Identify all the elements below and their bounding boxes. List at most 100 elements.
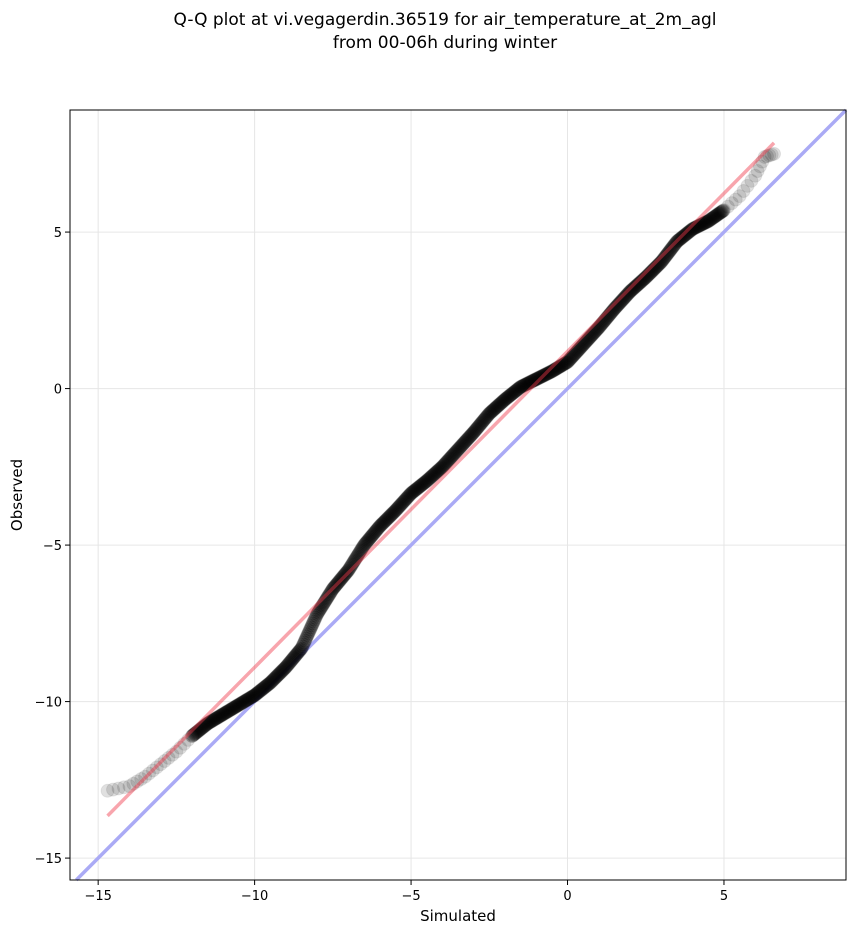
qq-point [226,700,241,715]
qq-point [464,427,479,442]
qq-point [666,238,681,253]
qq-point [258,679,273,694]
qq-point [225,701,240,716]
fit-line-group [106,141,776,818]
qq-point [592,319,607,334]
qq-point [683,224,698,239]
qq-point [352,545,367,560]
qq-point [265,673,280,688]
qq-point [284,653,299,668]
qq-point [145,763,160,778]
qq-point [343,560,358,575]
qq-point [327,579,342,594]
qq-point [455,437,470,452]
qq-point [704,211,719,226]
qq-point [283,654,298,669]
qq-point [336,569,351,584]
qq-point [767,146,782,161]
qq-point [443,451,458,466]
qq-point [713,205,728,220]
qq-point [522,375,537,390]
qq-point [208,711,223,726]
qq-point [536,368,551,383]
qq-point [477,412,492,427]
qq-point [447,446,462,461]
qq-point [575,338,590,353]
qq-point [755,154,770,169]
qq-point [479,409,494,424]
qq-point [287,649,302,664]
qq-point [499,391,514,406]
qq-point [360,533,375,548]
qq-point [187,726,202,741]
qq-point [358,535,373,550]
qq-point [457,434,472,449]
qq-point [392,498,407,513]
qq-point [472,418,487,433]
qq-point [526,373,541,388]
qq-point [577,335,592,350]
qq-point [655,253,670,268]
qq-point [481,407,496,422]
qq-point [196,719,211,734]
qq-point [640,268,655,283]
qq-point [501,389,516,404]
qq-point [462,430,477,445]
qq-point [658,249,673,264]
qq-point [558,356,573,371]
qq-points [100,146,782,798]
qq-point [250,686,265,701]
qq-point [229,699,244,714]
y-tick-label: 0 [54,383,62,398]
qq-point [672,232,687,247]
qq-point [609,299,624,314]
qq-point [507,384,522,399]
qq-point [470,421,485,436]
qq-point [732,189,747,204]
qq-point [259,678,274,693]
qq-point [335,570,350,585]
qq-point [670,234,685,249]
qq-point [431,463,446,478]
qq-point [351,546,366,561]
qq-point [711,206,726,221]
qq-point [450,443,465,458]
qq-point [690,219,705,234]
qq-point [646,262,661,277]
qq-point [641,267,656,282]
qq-point [537,367,552,382]
qq-point [366,526,381,541]
y-tick-label: −15 [35,852,62,867]
qq-point [344,557,359,572]
qq-point [417,475,432,490]
qq-point [267,671,282,686]
gridlines [70,110,846,880]
qq-point [595,316,610,331]
qq-point [679,226,694,241]
qq-point [122,779,137,794]
qq-point [604,304,619,319]
qq-point [517,378,532,393]
qq-point [659,248,674,263]
qq-point [165,747,180,762]
qq-point [716,203,731,218]
qq-point [535,369,550,384]
qq-point [317,595,332,610]
qq-point [600,310,615,325]
qq-point [612,296,627,311]
qq-point [635,273,650,288]
qq-point [540,366,555,381]
qq-point [583,329,598,344]
qq-point [644,264,659,279]
qq-point [323,586,338,601]
qq-point [552,359,567,374]
qq-point [546,363,561,378]
qq-point [508,384,523,399]
qq-point [344,558,359,573]
qq-point [484,404,499,419]
plot-frame [69,109,847,881]
qq-point [318,594,333,609]
qq-point [651,257,666,272]
qq-point [449,444,464,459]
qq-point [556,357,571,372]
